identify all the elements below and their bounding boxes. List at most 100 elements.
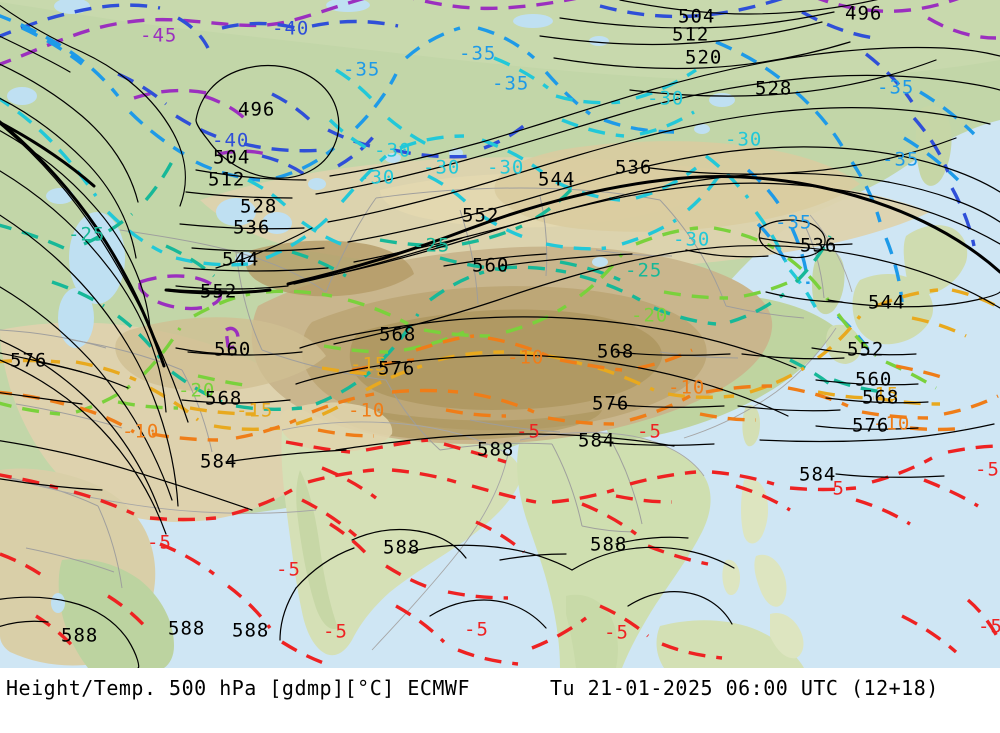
temp-contour-label: -25 (625, 260, 661, 282)
temp-contour-label-text: -45 (140, 25, 177, 47)
height-contour-label-text: 588 (168, 618, 205, 640)
height-contour-label: 588 (477, 439, 513, 461)
temp-contour-label-text: -10 (507, 347, 544, 369)
temp-contour-label-text: -5 (323, 621, 348, 643)
temp-contour-label: -25 (413, 235, 450, 257)
height-contour-label-text: 568 (597, 341, 634, 363)
height-contour-label-text: 568 (205, 388, 242, 410)
height-contour-label-text: 576 (378, 358, 415, 380)
landmass-malay (566, 594, 618, 668)
temp-contour-m40 (0, 0, 976, 247)
temp-contour-label: -15 (862, 384, 898, 406)
landmass-horn-green (58, 558, 174, 668)
landmass-india-ghats (296, 470, 338, 630)
height-contour-label-text: 552 (847, 339, 884, 361)
temp-contour-label: -5 (975, 459, 999, 481)
temp-contour-label-text: -5 (464, 619, 489, 641)
temp-contour-m5 (0, 438, 1000, 668)
temp-contour-label-text: -15 (350, 354, 387, 376)
temp-contour-label: -30 (423, 157, 459, 179)
temp-contour-label-text: -35 (775, 212, 812, 234)
height-contour-label-text: 568 (862, 387, 899, 409)
height-contour-label-text: 588 (61, 625, 98, 647)
temp-contour-label: -25 (68, 224, 104, 246)
height-contour-label: 576 (592, 393, 628, 415)
height-contour-label: 576 (852, 415, 888, 437)
height-contour-label-text: 536 (233, 217, 270, 239)
temp-contour-label: -5 (323, 621, 348, 643)
temp-contour-label: -10 (873, 413, 910, 435)
temp-contour-label: -10 (122, 421, 158, 443)
height-contour-label: 544 (868, 292, 904, 314)
height-contour-label: 560 (214, 339, 250, 361)
temp-contour-label: -15 (350, 354, 387, 376)
height-contour-label: 568 (862, 387, 899, 409)
temp-contour-label: -30 (647, 88, 683, 110)
lakes (7, 0, 735, 613)
height-contour-label: 504 (213, 147, 250, 169)
temp-contour-label-text: -30 (725, 129, 762, 151)
temp-contour-label: -5 (637, 421, 661, 443)
temp-contour-label-text: -5 (820, 478, 845, 500)
height-contour-label-text: 504 (213, 147, 250, 169)
map-canvas[interactable]: -45 -40 -40 -35 -35 -35 -35 -35 -35 -30 -30 -30 -30-… (0, 0, 1000, 668)
height-contour-label: 560 (472, 255, 508, 277)
temp-contour-label: -35 (492, 73, 528, 95)
temp-contour-label: -5 (464, 619, 489, 641)
temp-contour-label: -10 (668, 377, 705, 399)
height-contour-label-text: 496 (238, 99, 275, 121)
temp-contour-label-text: -25 (413, 235, 450, 257)
height-contour-label: 588 (383, 537, 419, 559)
temp-contour-label: -35 (775, 212, 812, 234)
height-contour-label-text: 512 (208, 169, 245, 191)
terrain-tibetan-plateau-high (349, 309, 663, 410)
temp-contour-label-text: -40 (272, 18, 309, 40)
temp-contour-label: -5 (820, 478, 845, 500)
temp-contour-label: -30 (725, 129, 762, 151)
height-contour-label: 588 (61, 625, 98, 647)
temp-contour-label: -35 (459, 43, 495, 65)
map-svg: -45 -40-40-35-35-35 -35-35-35-30-30 -30-30-… (0, 0, 1000, 668)
temp-contour-label: -5 (978, 616, 1000, 638)
temp-contour-label-text: -30 (673, 229, 710, 251)
height-contour-label-text: 552 (462, 205, 499, 227)
temp-contour-label: -10 (348, 400, 385, 422)
temp-contour-label: -20 (631, 305, 667, 327)
height-contour-label-text: 536 (800, 235, 837, 257)
temp-contour-label-text: -20 (178, 380, 215, 402)
height-contour-label: 588 (232, 620, 268, 642)
temp-contour-label-text: -10 (668, 377, 705, 399)
temp-contour-label: -30 (358, 167, 394, 189)
temp-contour-label: -40 (212, 130, 249, 152)
temp-contour-label: -30 (374, 140, 410, 162)
height-contour-label-text: 560 (855, 369, 892, 391)
height-contour-label: 552 (200, 281, 236, 303)
height-contour-label: 588 (590, 534, 627, 556)
height-contour-label-text: 588 (590, 534, 627, 556)
temp-contour-label: -20 (178, 380, 215, 402)
landmass-indochina (517, 432, 711, 668)
run-timestamp: Tu 21-01-2025 06:00 UTC (12+18) (550, 676, 939, 700)
temp-contour-label: -35 (882, 149, 918, 171)
landmass-borneo (656, 620, 804, 668)
height-contour-label: 496 (238, 99, 275, 121)
temp-contour-label-text: -30 (487, 157, 524, 179)
height-contour-label: 544 (222, 249, 258, 271)
height-contour-label: 536 (233, 217, 270, 239)
height-contour-label: 588 (168, 618, 205, 640)
height-contour-label: 584 (578, 430, 614, 452)
height-contour-label: 520 (685, 47, 721, 69)
height-contour-label: 584 (200, 451, 236, 473)
temp-contour-label: -30 (673, 229, 710, 251)
footer-bar: Height/Temp. 500 hPa [gdmp][°C] ECMWF Tu… (0, 668, 1000, 733)
temp-contour-label: -5 (604, 622, 628, 644)
terrain-gobi (494, 141, 860, 232)
temp-contour-label-text: -10 (348, 400, 385, 422)
temp-contour-label-text: -10 (873, 413, 910, 435)
height-contour-label: 512 (672, 24, 708, 46)
height-contour-label-text: 568 (379, 324, 416, 346)
landmass-philippines (722, 478, 804, 659)
temp-contour-label-text: -40 (212, 130, 249, 152)
height-contour-label: 512 (208, 169, 245, 191)
temp-contour-label: -35 (343, 59, 379, 81)
